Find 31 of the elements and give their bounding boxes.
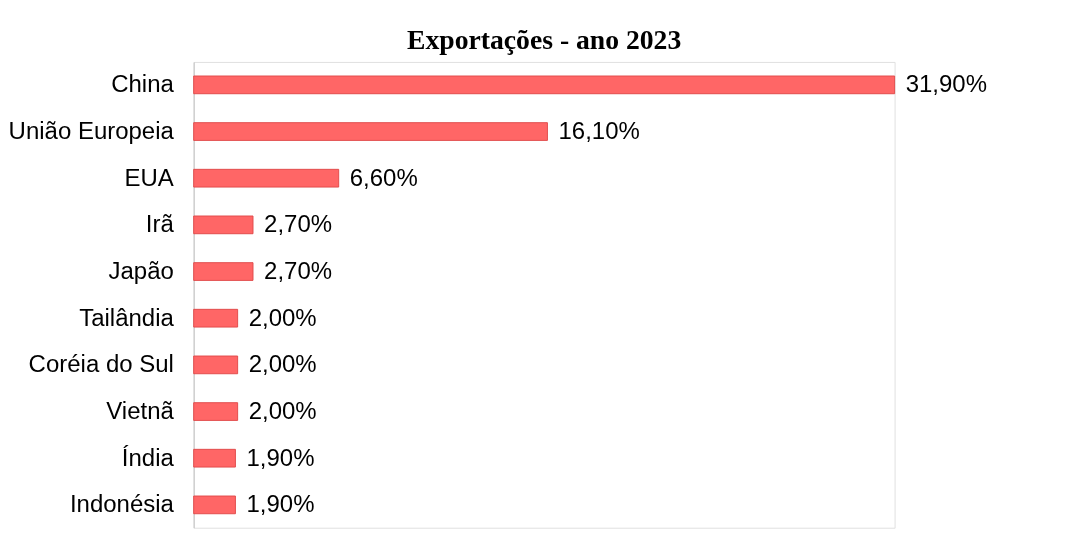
data-label: 2,00% <box>248 350 317 378</box>
data-label: 2,00% <box>248 396 317 424</box>
bar <box>193 355 239 375</box>
data-label: 2,00% <box>248 303 317 331</box>
y-tick-label: Indonésia <box>69 490 175 518</box>
data-label: 31,90% <box>905 70 987 98</box>
y-tick-label: Coréia do Sul <box>28 350 174 378</box>
bar <box>193 215 254 235</box>
data-label: 6,60% <box>349 163 418 191</box>
data-label: 16,10% <box>558 116 640 144</box>
data-label: 2,70% <box>264 256 333 284</box>
bar <box>193 262 254 281</box>
y-tick-label: Índia <box>121 443 175 471</box>
y-tick-label: EUA <box>124 163 174 191</box>
y-tick-label: Japão <box>108 256 174 284</box>
y-tick-label: Vietnã <box>106 396 175 424</box>
data-label: 1,90% <box>246 443 315 471</box>
bar <box>193 168 340 188</box>
data-label: 2,70% <box>264 210 333 238</box>
data-label: 1,90% <box>246 490 315 518</box>
y-tick-label: União Europeia <box>8 116 175 144</box>
y-tick-label: China <box>111 70 175 98</box>
bar <box>193 448 236 468</box>
bar <box>193 402 239 421</box>
y-tick-label: Irã <box>145 210 175 238</box>
y-tick-label: Tailândia <box>79 303 175 331</box>
bar <box>193 308 239 328</box>
bar <box>193 75 896 95</box>
bar <box>193 495 236 515</box>
chart-title: Exportações - ano 2023 <box>407 24 682 56</box>
bar <box>193 122 548 141</box>
